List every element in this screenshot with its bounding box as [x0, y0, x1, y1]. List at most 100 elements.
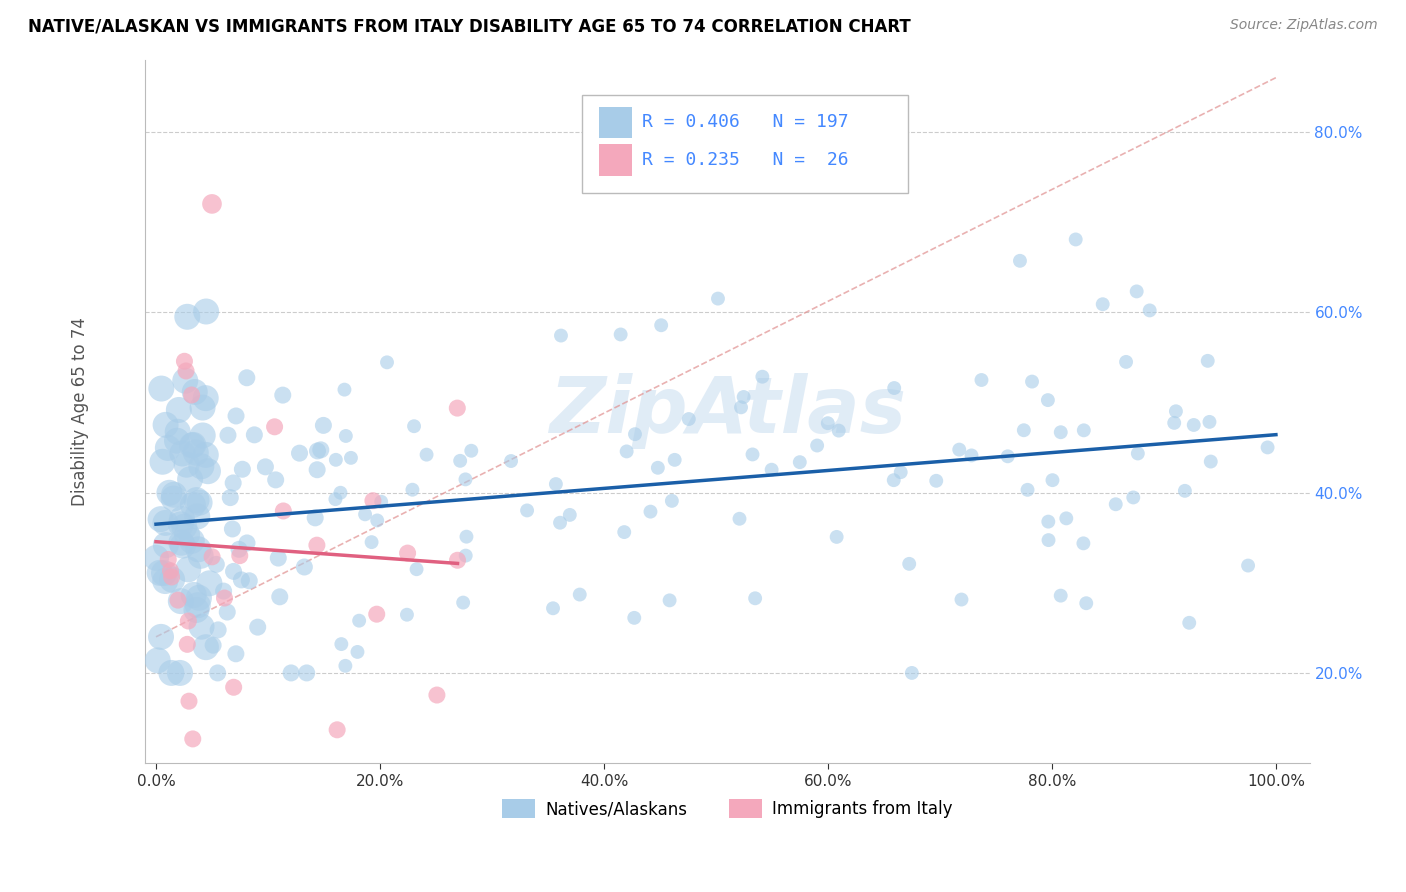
Point: [1163, 416, 1185, 430]
Point: [170, 535, 193, 549]
Point: [228, 542, 250, 557]
Point: [160, 570, 183, 584]
Point: [174, 364, 197, 378]
Point: [1012, 423, 1035, 437]
Point: [396, 546, 419, 560]
Point: [326, 723, 349, 737]
Point: [454, 549, 477, 563]
Text: Source: ZipAtlas.com: Source: ZipAtlas.com: [1230, 18, 1378, 32]
Point: [180, 533, 202, 548]
Point: [664, 453, 686, 467]
Point: [236, 371, 259, 385]
Point: [184, 445, 207, 459]
Point: [190, 459, 212, 474]
Point: [402, 419, 425, 434]
Point: [650, 318, 672, 333]
Point: [186, 603, 208, 617]
Point: [333, 383, 356, 397]
Point: [202, 638, 225, 652]
Point: [170, 594, 193, 608]
Point: [243, 427, 266, 442]
Point: [295, 665, 318, 680]
Point: [153, 574, 176, 588]
Point: [366, 607, 388, 622]
Point: [172, 446, 194, 460]
Point: [169, 665, 191, 680]
Text: ZipAtlas: ZipAtlas: [548, 374, 905, 450]
Point: [155, 538, 177, 552]
Point: [186, 493, 208, 508]
Point: [1182, 417, 1205, 432]
Point: [1054, 511, 1077, 525]
Point: [1237, 558, 1260, 573]
Point: [198, 576, 221, 591]
Point: [883, 381, 905, 395]
Point: [160, 665, 183, 680]
Point: [499, 454, 522, 468]
Point: [264, 473, 287, 487]
Point: [176, 458, 198, 472]
Point: [187, 542, 209, 557]
FancyBboxPatch shape: [599, 107, 631, 138]
Point: [330, 637, 353, 651]
Point: [325, 452, 347, 467]
Point: [149, 512, 172, 526]
Point: [231, 573, 253, 587]
Point: [181, 438, 204, 452]
Point: [312, 418, 335, 433]
Point: [733, 390, 755, 404]
Point: [181, 731, 204, 746]
Point: [817, 416, 839, 430]
Text: NATIVE/ALASKAN VS IMMIGRANTS FROM ITALY DISABILITY AGE 65 TO 74 CORRELATION CHAR: NATIVE/ALASKAN VS IMMIGRANTS FROM ITALY …: [28, 18, 911, 36]
Point: [730, 401, 752, 415]
Point: [366, 513, 388, 527]
Point: [162, 491, 184, 506]
Point: [460, 443, 482, 458]
Point: [1174, 483, 1197, 498]
Point: [898, 557, 921, 571]
Point: [1076, 596, 1098, 610]
Point: [609, 327, 631, 342]
Point: [360, 535, 382, 549]
Point: [183, 588, 205, 602]
Point: [761, 463, 783, 477]
Point: [231, 462, 253, 476]
Point: [828, 424, 851, 438]
Point: [269, 590, 291, 604]
Point: [205, 558, 228, 572]
Point: [176, 310, 198, 324]
Point: [516, 503, 538, 517]
Point: [145, 550, 167, 565]
Point: [1197, 354, 1219, 368]
Point: [1198, 415, 1220, 429]
Point: [222, 565, 245, 579]
Point: [150, 382, 173, 396]
Point: [207, 665, 229, 680]
Point: [181, 498, 204, 512]
Point: [238, 574, 260, 588]
Point: [155, 417, 177, 432]
Point: [307, 463, 329, 477]
Point: [346, 645, 368, 659]
Point: [267, 551, 290, 566]
Point: [304, 511, 326, 525]
Point: [751, 369, 773, 384]
Point: [449, 454, 471, 468]
Text: R = 0.406   N = 197: R = 0.406 N = 197: [643, 112, 849, 130]
Point: [1105, 497, 1128, 511]
Point: [195, 304, 218, 318]
Point: [541, 601, 564, 615]
Point: [395, 607, 418, 622]
Point: [309, 442, 332, 457]
Point: [1126, 446, 1149, 460]
Point: [166, 434, 188, 448]
Point: [176, 637, 198, 651]
Point: [160, 573, 183, 587]
Point: [174, 374, 197, 388]
Point: [1257, 441, 1279, 455]
Point: [163, 488, 186, 502]
Point: [647, 460, 669, 475]
Point: [1164, 404, 1187, 418]
Point: [1064, 232, 1087, 246]
Point: [678, 412, 700, 426]
